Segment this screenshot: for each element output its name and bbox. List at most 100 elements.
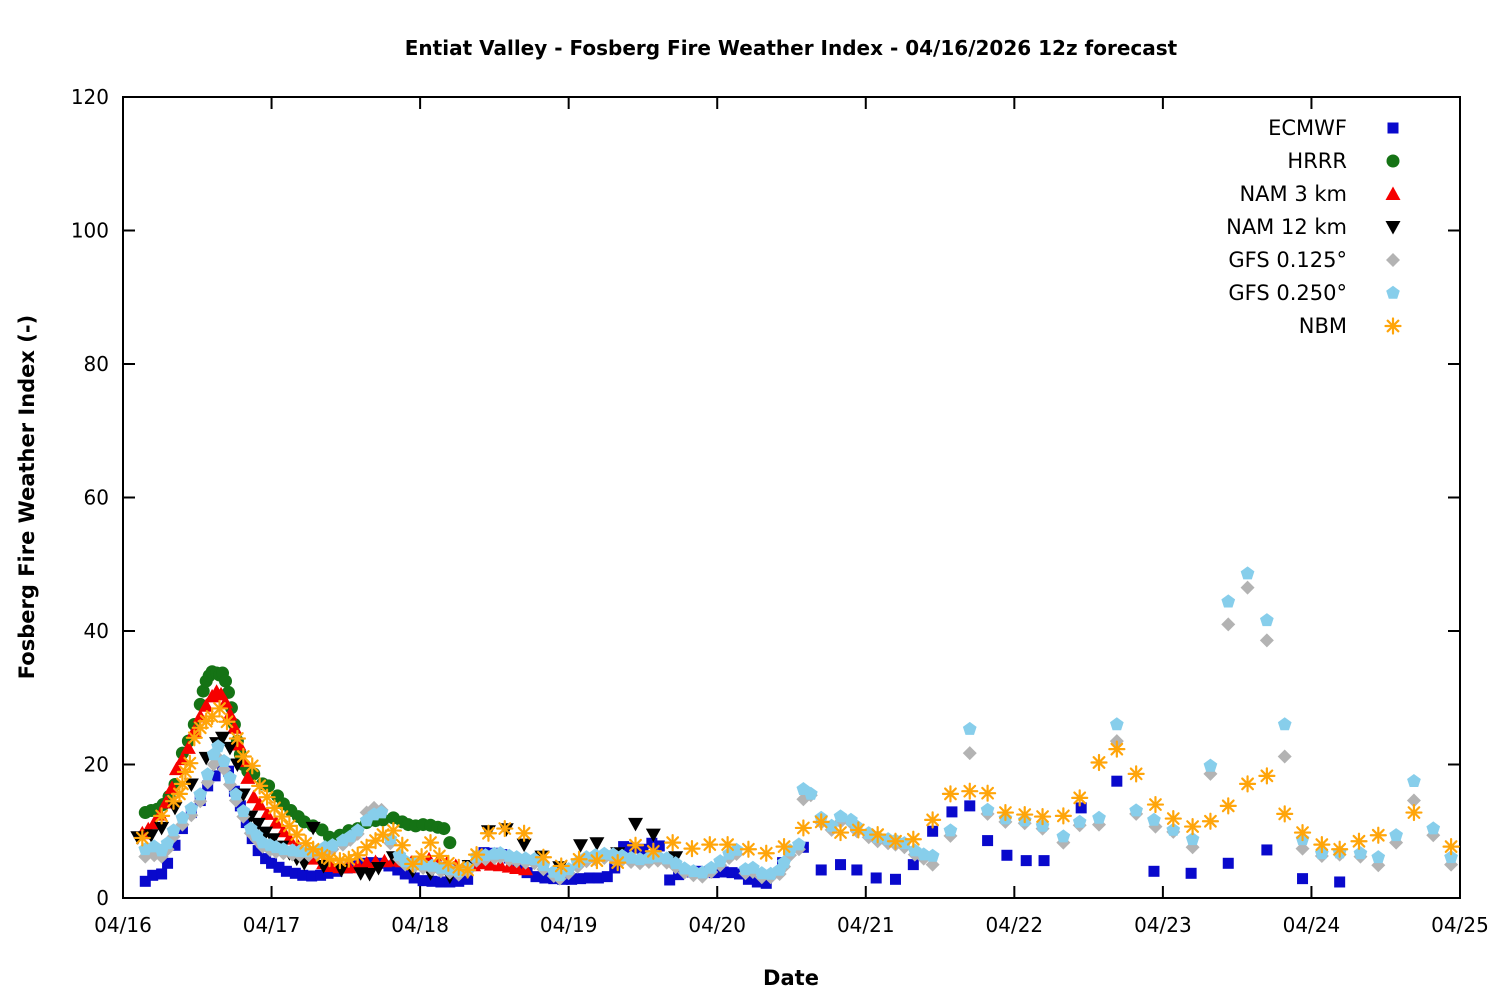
point-gfs-0-250 xyxy=(704,860,719,874)
asterisk-ray xyxy=(230,732,244,745)
point-nbm xyxy=(1405,803,1423,822)
point-nbm xyxy=(644,842,662,860)
point-hrrr xyxy=(443,836,457,850)
point-nbm xyxy=(552,857,570,875)
point-ecmwf xyxy=(927,825,939,837)
point-gfs-0-250 xyxy=(1371,850,1386,864)
point-gfs-0-250 xyxy=(1072,814,1087,828)
legend-label-gfs-0-250: GFS 0.250° xyxy=(1228,281,1347,305)
point-nbm xyxy=(1054,807,1072,825)
point-nbm xyxy=(1201,812,1220,830)
point-ecmwf xyxy=(315,869,327,881)
point-nbm xyxy=(320,850,339,868)
asterisk-ray xyxy=(406,857,420,871)
point-gfs-0-250 xyxy=(1035,818,1050,832)
asterisk-ray xyxy=(268,801,281,815)
point-ecmwf xyxy=(273,861,285,873)
asterisk-ray xyxy=(1278,807,1292,821)
point-ecmwf xyxy=(575,873,587,885)
asterisk-ray xyxy=(1444,840,1458,854)
asterisk-ray xyxy=(1018,808,1032,821)
point-nbm xyxy=(133,829,151,847)
point-nbm xyxy=(775,838,793,856)
chart-title: Entiat Valley - Fosberg Fire Weather Ind… xyxy=(405,36,1178,60)
point-ecmwf xyxy=(1001,849,1013,861)
point-ecmwf xyxy=(306,870,318,882)
point-nbm xyxy=(430,847,449,865)
point-gfs-0-250 xyxy=(925,848,940,862)
point-nbm xyxy=(1276,805,1294,823)
point-nbm xyxy=(210,699,229,718)
point-ecmwf xyxy=(252,845,264,857)
point-ecmwf xyxy=(726,867,738,879)
point-gfs-0-250 xyxy=(518,851,533,865)
point-nam-3-km xyxy=(231,736,247,751)
point-hrrr xyxy=(437,822,451,836)
point-nbm xyxy=(1071,789,1089,807)
point-gfs-0-250 xyxy=(792,837,806,851)
point-gfs-0-250 xyxy=(1426,821,1441,835)
asterisk-ray xyxy=(629,838,642,852)
point-hrrr xyxy=(262,779,276,793)
point-gfs-0-250 xyxy=(350,823,365,837)
asterisk-ray xyxy=(386,824,400,837)
point-nam-12-km xyxy=(316,859,332,874)
point-nbm xyxy=(185,729,203,747)
point-nbm xyxy=(421,833,440,852)
y-tick-label: 120 xyxy=(71,85,109,109)
point-gfs-0-250 xyxy=(1240,566,1255,580)
point-nbm xyxy=(1016,805,1034,824)
asterisk-ray xyxy=(1371,828,1385,842)
point-gfs-0-250 xyxy=(217,754,231,767)
point-nbm xyxy=(170,785,189,803)
asterisk-ray xyxy=(1186,820,1200,833)
point-ecmwf xyxy=(851,864,863,876)
legend-label-ecmwf: ECMWF xyxy=(1268,116,1347,140)
asterisk-ray xyxy=(889,834,902,848)
point-nbm xyxy=(1108,740,1126,758)
point-ecmwf xyxy=(1038,855,1050,867)
point-gfs-0-250 xyxy=(1353,846,1368,860)
point-nbm xyxy=(393,836,411,854)
point-nbm xyxy=(664,833,682,852)
point-ecmwf xyxy=(1185,867,1197,879)
y-tick-label: 20 xyxy=(84,753,109,777)
legend-marker-nam-3-km xyxy=(1385,186,1401,200)
point-gfs-0-250 xyxy=(1147,812,1161,826)
asterisk-ray xyxy=(183,756,197,770)
asterisk-ray xyxy=(470,848,483,862)
point-gfs-0-125 xyxy=(1406,793,1421,808)
point-gfs-0-250 xyxy=(1389,828,1403,842)
point-ecmwf xyxy=(435,876,447,888)
point-ecmwf xyxy=(147,869,159,881)
point-ecmwf xyxy=(539,872,551,884)
point-gfs-0-250 xyxy=(729,842,744,856)
point-nbm xyxy=(1090,753,1108,772)
point-gfs-0-250 xyxy=(713,854,727,868)
point-gfs-0-250 xyxy=(1110,717,1124,731)
point-nam-12-km xyxy=(333,863,349,878)
asterisk-ray xyxy=(590,854,604,868)
asterisk-ray xyxy=(482,826,495,840)
asterisk-ray xyxy=(834,826,847,839)
point-nbm xyxy=(1127,765,1145,783)
point-ecmwf xyxy=(907,859,919,871)
point-hrrr xyxy=(219,674,233,688)
asterisk-ray xyxy=(155,809,169,823)
asterisk-ray xyxy=(461,863,475,877)
asterisk-ray xyxy=(1407,806,1421,819)
point-ecmwf xyxy=(601,871,613,883)
point-ecmwf xyxy=(1297,873,1309,885)
asterisk-ray xyxy=(213,702,226,715)
point-nbm xyxy=(1331,840,1349,858)
point-ecmwf xyxy=(1222,857,1234,869)
x-tick-label: 04/22 xyxy=(986,913,1044,937)
point-nbm xyxy=(588,852,606,870)
point-ecmwf xyxy=(162,857,174,869)
point-nbm xyxy=(978,784,997,802)
point-nam-3-km xyxy=(259,806,275,820)
asterisk-ray xyxy=(498,822,512,835)
asterisk-ray xyxy=(1352,834,1366,848)
point-ecmwf xyxy=(664,874,676,886)
